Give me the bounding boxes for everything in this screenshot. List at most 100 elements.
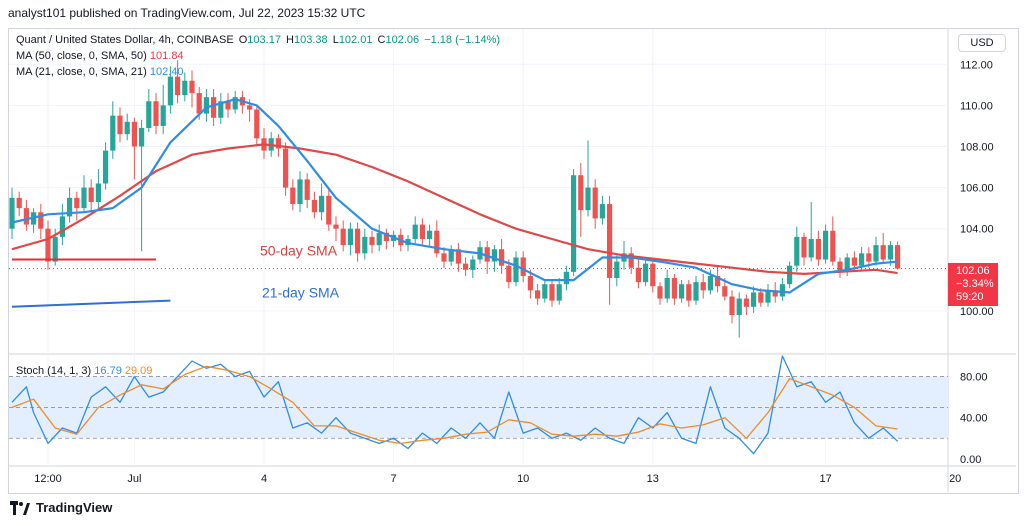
stoch-legend: Stoch (14, 1, 3) 16.79 29.09 [16,365,152,377]
candle-body [715,275,721,287]
candle-body [95,183,101,202]
candle-body [326,195,332,225]
tradingview-logo-icon [10,500,30,515]
candle-body [275,138,281,149]
ohlc-legend: Quant / United States Dollar, 4h, COINBA… [16,34,500,46]
candle-body [743,298,749,307]
candle-body [844,257,850,272]
candle-body [499,249,505,266]
candle-body [823,230,829,260]
candle-body [707,275,713,291]
candle-body [556,284,562,301]
x-tick-label: 17 [819,473,831,485]
currency-button[interactable]: USD [958,34,1006,52]
candle-body [103,150,109,184]
candle-body [873,245,879,262]
candle-body [182,80,188,96]
candle-body [38,212,44,229]
candle-body [880,245,886,260]
candle-body [153,101,159,126]
x-tick-label: 7 [391,473,397,485]
candle-body [304,179,310,200]
candle-body [729,296,735,316]
candle-body [859,253,865,266]
stoch-tick-label: 40.00 [960,413,988,425]
candle-body [340,228,346,246]
candle-body [830,230,836,262]
change-value: −1.18 (−1.14%) [424,34,501,46]
candles-group [9,60,901,338]
candle-body [297,179,303,205]
candle-body [369,236,375,246]
stoch-d-value: 29.09 [124,365,153,377]
candle-body [592,187,598,219]
candle-body [45,228,51,262]
publisher-caption: analyst101 published on TradingView.com,… [8,6,366,20]
candle-body [347,228,353,246]
candle-body [671,278,677,299]
candle-body [463,263,469,270]
candle-body [787,265,793,285]
candle-body [779,284,785,297]
candle-body [808,238,814,258]
candle-body [52,236,58,262]
candle-body [455,249,461,264]
ma21-legend: MA (21, close, 0, SMA, 21) 102.40 [16,66,184,78]
y-tick-label: 106.00 [960,183,994,195]
close-value: 102.06 [385,34,420,46]
candle-body [311,199,317,213]
candle-body [211,97,217,118]
candle-body [491,249,497,262]
y-tick-label: 100.00 [960,306,994,318]
candle-body [167,76,173,106]
candle-body [700,282,706,291]
candle-body [801,236,807,258]
ma21-label: MA (21, close, 0, SMA, 21) [16,66,147,78]
candle-body [160,105,166,126]
candle-body [585,187,591,211]
candle-body [23,208,29,225]
ma21-value: 102.40 [149,66,184,78]
candle-body [722,286,728,297]
candle-body [686,284,692,301]
trend-line [11,299,171,308]
stoch-tick-label: 0.00 [960,454,981,466]
candle-body [506,265,512,283]
brand[interactable]: TradingView [10,500,112,515]
ma21-line [11,98,898,294]
ma50-legend: MA (50, close, 0, SMA, 50) 101.84 [16,50,184,62]
candle-body [434,230,440,254]
x-tick-label: 10 [517,473,529,485]
ma50-label: MA (50, close, 0, SMA, 50) [16,50,147,62]
candle-body [484,247,490,262]
candle-body [333,224,339,229]
candle-body [67,197,73,217]
candle-body [175,76,181,96]
candle-body [527,275,533,291]
candle-body [772,290,778,297]
chart-frame [8,28,1019,494]
candle-body [758,292,764,303]
ma50-line [11,143,898,275]
brand-label: TradingView [36,500,113,515]
x-tick-label: Jul [127,473,141,485]
candle-body [628,253,634,268]
candle-body [355,228,361,254]
candle-body [513,257,519,283]
candle-body [866,253,872,262]
candle-body [383,232,389,242]
symbol-label: Quant / United States Dollar, 4h, COINBA… [16,34,234,46]
candle-body [837,261,843,272]
candle-body [139,127,145,147]
candle-body [110,115,116,151]
candle-body [376,232,382,246]
y-tick-label: 108.00 [960,141,994,153]
candle-body [319,195,325,213]
stoch-k-line [11,355,899,455]
candle-body [520,257,526,276]
x-tick-label: 12:00 [34,473,62,485]
stoch-d-line [11,365,898,445]
candle-body [736,298,742,316]
candle-body [815,238,821,260]
